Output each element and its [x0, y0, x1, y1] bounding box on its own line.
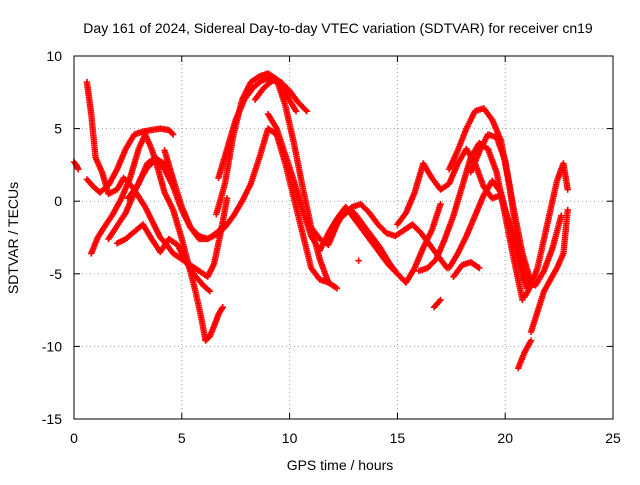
y-tick-label: 10: [46, 48, 62, 64]
data-point: [206, 288, 214, 295]
data-point: [564, 206, 571, 214]
data-point: [303, 107, 311, 115]
series-arc-8: [161, 125, 332, 286]
data-point: [437, 200, 444, 208]
y-tick-label: 0: [54, 193, 62, 209]
data-point: [302, 106, 309, 114]
plot-frame: [73, 55, 614, 420]
data-point: [476, 264, 483, 272]
y-tick-label: -10: [42, 338, 62, 354]
series-arc-23: [514, 337, 535, 372]
data-point: [333, 285, 341, 292]
series-arc-24: [521, 160, 571, 301]
series-arc-4: [88, 131, 226, 344]
data-point: [527, 337, 535, 344]
data-point: [205, 286, 212, 294]
data-point: [355, 257, 362, 264]
grid-layer: [74, 56, 613, 419]
data-point: [169, 131, 177, 138]
data-point: [75, 166, 82, 173]
series-arc-15: [355, 257, 362, 264]
series-arc-20: [445, 177, 530, 292]
y-tick-label: -15: [42, 411, 62, 427]
x-tick-label: 25: [605, 430, 621, 446]
x-tick-label: 20: [497, 430, 513, 446]
data-point: [223, 195, 231, 202]
series-arc-3: [83, 125, 177, 196]
data-point: [219, 303, 226, 311]
data-point: [168, 130, 176, 137]
series-arc-11: [251, 77, 311, 115]
series-arc-21: [450, 258, 483, 280]
y-tick-label: 5: [54, 121, 62, 137]
y-tick-label: -5: [50, 266, 63, 282]
series-arc-22: [467, 131, 535, 286]
series-arc-18: [430, 296, 444, 311]
y-axis-label: SDTVAR / TECUs: [5, 182, 21, 294]
data-point: [437, 296, 444, 304]
series-arc-14: [340, 200, 451, 272]
series-arc-6: [113, 221, 214, 295]
x-axis-label: GPS time / hours: [287, 457, 394, 473]
chart-title: Day 161 of 2024, Sidereal Day-to-day VTE…: [83, 20, 593, 36]
series-arc-9: [213, 70, 341, 292]
points-layer: [70, 70, 571, 372]
x-tick-label: 10: [282, 430, 298, 446]
x-tick-label: 15: [390, 430, 406, 446]
data-point: [292, 107, 300, 115]
x-tick-label: 5: [178, 430, 186, 446]
data-point: [564, 186, 571, 193]
x-tick-label: 0: [70, 430, 78, 446]
series-arc-13: [307, 200, 444, 286]
data-point: [558, 212, 565, 219]
series-arc-1: [70, 158, 82, 173]
tick-layer: 0 5 10 15 20 25 -15 -10 -5 0 5 10: [42, 48, 621, 446]
series-arc-25: [527, 206, 571, 336]
